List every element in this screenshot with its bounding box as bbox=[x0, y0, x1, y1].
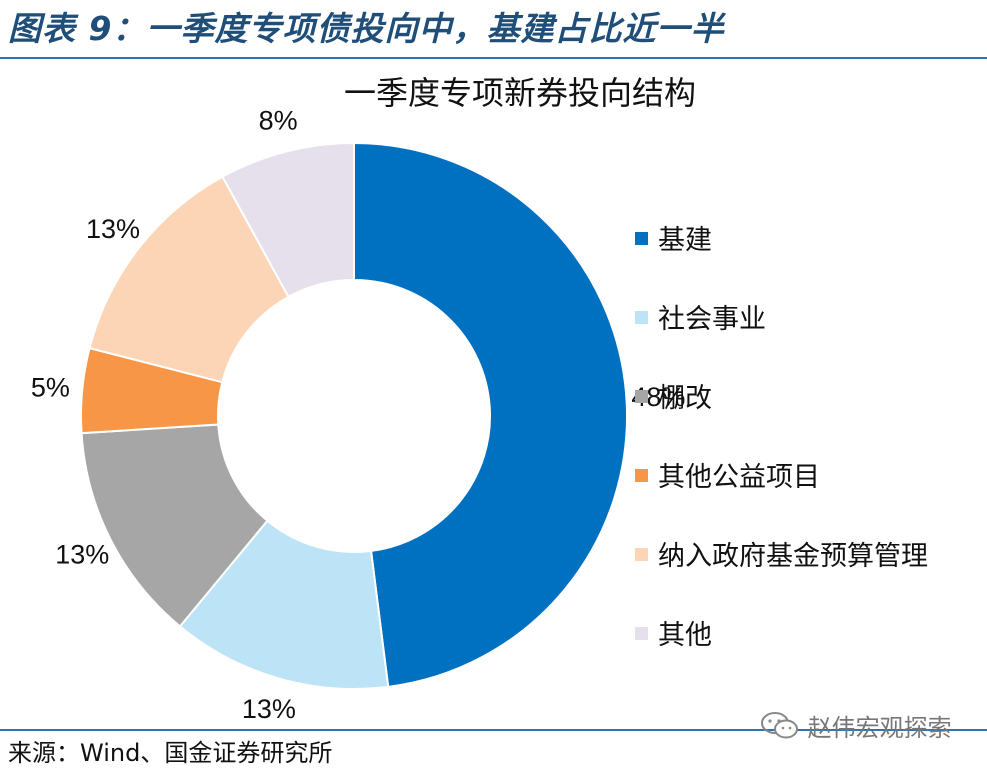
legend-label-5: 其他 bbox=[658, 620, 712, 651]
legend-swatch-2 bbox=[635, 390, 648, 403]
title-rule bbox=[0, 57, 987, 59]
watermark: 赵伟宏观探索 bbox=[760, 708, 952, 743]
donut-chart: 一季度专项新券投向结构 48%13%13%5%13%8% bbox=[31, 74, 696, 720]
legend-swatch-0 bbox=[635, 232, 648, 245]
slice-4 bbox=[88, 175, 290, 384]
slice-0 bbox=[353, 141, 628, 688]
legend-label-4: 纳入政府基金预算管理 bbox=[658, 541, 928, 572]
slice-5 bbox=[221, 141, 355, 299]
data-label-2: 13% bbox=[55, 539, 109, 569]
legend-swatch-5 bbox=[635, 627, 648, 640]
source-note: 来源：Wind、国金证券研究所 bbox=[8, 739, 333, 767]
chart-title: 一季度专项新券投向结构 bbox=[344, 74, 696, 112]
legend-swatch-4 bbox=[635, 548, 648, 561]
data-label-3: 5% bbox=[31, 372, 70, 402]
donut-slices bbox=[80, 141, 628, 690]
data-label-5: 8% bbox=[259, 106, 298, 136]
slice-2 bbox=[80, 423, 269, 628]
legend-label-0: 基建 bbox=[658, 225, 712, 256]
watermark-text: 赵伟宏观探索 bbox=[807, 714, 952, 742]
wechat-icon bbox=[761, 711, 798, 738]
figure-title: 图表 9：一季度专项债投向中，基建占比近一半 bbox=[8, 9, 725, 48]
legend-label-3: 其他公益项目 bbox=[658, 462, 820, 493]
data-label-4: 13% bbox=[86, 214, 140, 244]
source-rule bbox=[0, 729, 987, 731]
legend-swatch-3 bbox=[635, 469, 648, 482]
data-labels: 48%13%13%5%13%8% bbox=[31, 106, 686, 720]
slice-1 bbox=[178, 519, 390, 690]
legend-label-1: 社会事业 bbox=[658, 304, 766, 335]
legend-swatch-1 bbox=[635, 311, 648, 324]
legend-label-2: 棚改 bbox=[658, 383, 712, 414]
data-label-1: 13% bbox=[242, 694, 296, 720]
